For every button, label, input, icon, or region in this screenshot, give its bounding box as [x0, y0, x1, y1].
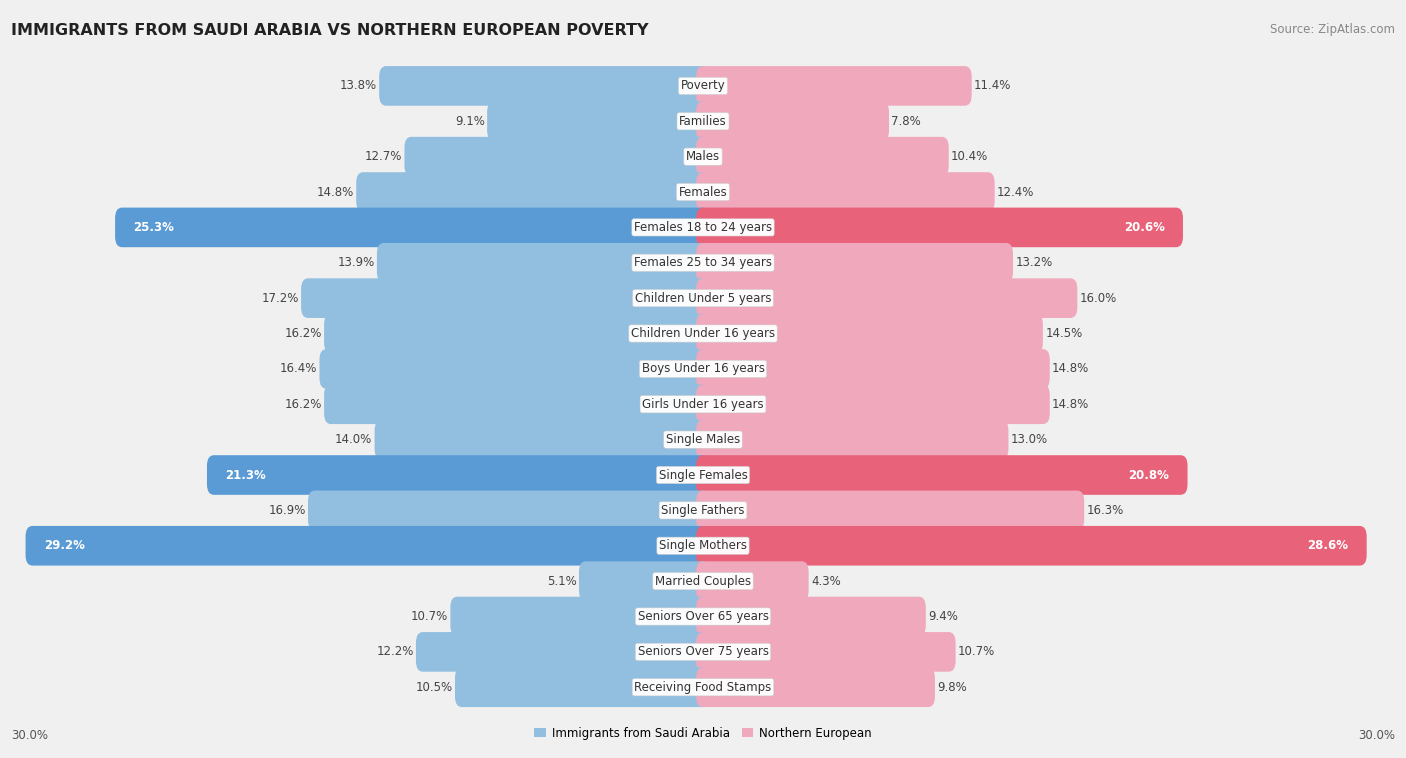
FancyBboxPatch shape — [696, 384, 1050, 424]
Text: 10.5%: 10.5% — [416, 681, 453, 694]
Text: 30.0%: 30.0% — [11, 728, 48, 742]
FancyBboxPatch shape — [405, 137, 710, 177]
FancyBboxPatch shape — [696, 632, 956, 672]
FancyBboxPatch shape — [25, 526, 710, 565]
Text: 16.4%: 16.4% — [280, 362, 318, 375]
FancyBboxPatch shape — [696, 314, 1043, 353]
Text: 12.7%: 12.7% — [364, 150, 402, 163]
Text: Boys Under 16 years: Boys Under 16 years — [641, 362, 765, 375]
Text: 10.4%: 10.4% — [950, 150, 988, 163]
Text: 5.1%: 5.1% — [547, 575, 576, 587]
Text: Poverty: Poverty — [681, 80, 725, 92]
FancyBboxPatch shape — [416, 632, 710, 672]
Text: 28.6%: 28.6% — [1308, 539, 1348, 553]
Text: 10.7%: 10.7% — [957, 645, 995, 659]
Text: 9.1%: 9.1% — [456, 114, 485, 128]
Text: 25.3%: 25.3% — [134, 221, 174, 234]
Text: Seniors Over 65 years: Seniors Over 65 years — [637, 610, 769, 623]
Text: 16.0%: 16.0% — [1080, 292, 1116, 305]
FancyBboxPatch shape — [308, 490, 710, 530]
Text: 21.3%: 21.3% — [225, 468, 266, 481]
Text: 13.0%: 13.0% — [1011, 433, 1047, 446]
FancyBboxPatch shape — [486, 102, 710, 141]
Text: Single Fathers: Single Fathers — [661, 504, 745, 517]
Text: 9.8%: 9.8% — [938, 681, 967, 694]
Legend: Immigrants from Saudi Arabia, Northern European: Immigrants from Saudi Arabia, Northern E… — [534, 727, 872, 740]
FancyBboxPatch shape — [696, 102, 889, 141]
Text: Single Females: Single Females — [658, 468, 748, 481]
Text: Receiving Food Stamps: Receiving Food Stamps — [634, 681, 772, 694]
Text: Children Under 16 years: Children Under 16 years — [631, 327, 775, 340]
FancyBboxPatch shape — [696, 243, 1012, 283]
Text: Children Under 5 years: Children Under 5 years — [634, 292, 772, 305]
Text: IMMIGRANTS FROM SAUDI ARABIA VS NORTHERN EUROPEAN POVERTY: IMMIGRANTS FROM SAUDI ARABIA VS NORTHERN… — [11, 23, 648, 38]
Text: 20.8%: 20.8% — [1128, 468, 1170, 481]
Text: 13.9%: 13.9% — [337, 256, 374, 269]
Text: 13.8%: 13.8% — [340, 80, 377, 92]
FancyBboxPatch shape — [696, 597, 925, 636]
Text: Single Males: Single Males — [666, 433, 740, 446]
FancyBboxPatch shape — [207, 456, 710, 495]
Text: Girls Under 16 years: Girls Under 16 years — [643, 398, 763, 411]
Text: 14.5%: 14.5% — [1045, 327, 1083, 340]
FancyBboxPatch shape — [696, 66, 972, 105]
Text: 17.2%: 17.2% — [262, 292, 299, 305]
Text: 16.2%: 16.2% — [284, 398, 322, 411]
Text: 20.6%: 20.6% — [1123, 221, 1164, 234]
FancyBboxPatch shape — [696, 456, 1188, 495]
FancyBboxPatch shape — [356, 172, 710, 211]
FancyBboxPatch shape — [696, 137, 949, 177]
Text: Females: Females — [679, 186, 727, 199]
Text: Families: Families — [679, 114, 727, 128]
FancyBboxPatch shape — [579, 562, 710, 601]
FancyBboxPatch shape — [115, 208, 710, 247]
Text: 7.8%: 7.8% — [891, 114, 921, 128]
FancyBboxPatch shape — [696, 172, 994, 211]
Text: Males: Males — [686, 150, 720, 163]
Text: 12.2%: 12.2% — [377, 645, 413, 659]
Text: Seniors Over 75 years: Seniors Over 75 years — [637, 645, 769, 659]
Text: 14.8%: 14.8% — [316, 186, 354, 199]
FancyBboxPatch shape — [377, 243, 710, 283]
Text: 11.4%: 11.4% — [974, 80, 1011, 92]
FancyBboxPatch shape — [380, 66, 710, 105]
Text: 9.4%: 9.4% — [928, 610, 957, 623]
Text: Single Mothers: Single Mothers — [659, 539, 747, 553]
FancyBboxPatch shape — [319, 349, 710, 389]
Text: 30.0%: 30.0% — [1358, 728, 1395, 742]
Text: 16.3%: 16.3% — [1087, 504, 1123, 517]
FancyBboxPatch shape — [450, 597, 710, 636]
Text: 10.7%: 10.7% — [411, 610, 449, 623]
Text: 16.2%: 16.2% — [284, 327, 322, 340]
FancyBboxPatch shape — [696, 526, 1367, 565]
Text: Females 25 to 34 years: Females 25 to 34 years — [634, 256, 772, 269]
Text: Females 18 to 24 years: Females 18 to 24 years — [634, 221, 772, 234]
Text: 12.4%: 12.4% — [997, 186, 1035, 199]
Text: 14.0%: 14.0% — [335, 433, 373, 446]
FancyBboxPatch shape — [696, 349, 1050, 389]
FancyBboxPatch shape — [696, 278, 1077, 318]
Text: 29.2%: 29.2% — [44, 539, 84, 553]
FancyBboxPatch shape — [696, 562, 808, 601]
Text: 4.3%: 4.3% — [811, 575, 841, 587]
FancyBboxPatch shape — [456, 668, 710, 707]
FancyBboxPatch shape — [323, 314, 710, 353]
FancyBboxPatch shape — [323, 384, 710, 424]
Text: 14.8%: 14.8% — [1052, 398, 1090, 411]
FancyBboxPatch shape — [696, 490, 1084, 530]
Text: Married Couples: Married Couples — [655, 575, 751, 587]
FancyBboxPatch shape — [696, 208, 1182, 247]
FancyBboxPatch shape — [374, 420, 710, 459]
Text: 14.8%: 14.8% — [1052, 362, 1090, 375]
FancyBboxPatch shape — [696, 420, 1008, 459]
Text: 13.2%: 13.2% — [1015, 256, 1053, 269]
Text: 16.9%: 16.9% — [269, 504, 305, 517]
FancyBboxPatch shape — [301, 278, 710, 318]
FancyBboxPatch shape — [696, 668, 935, 707]
Text: Source: ZipAtlas.com: Source: ZipAtlas.com — [1270, 23, 1395, 36]
